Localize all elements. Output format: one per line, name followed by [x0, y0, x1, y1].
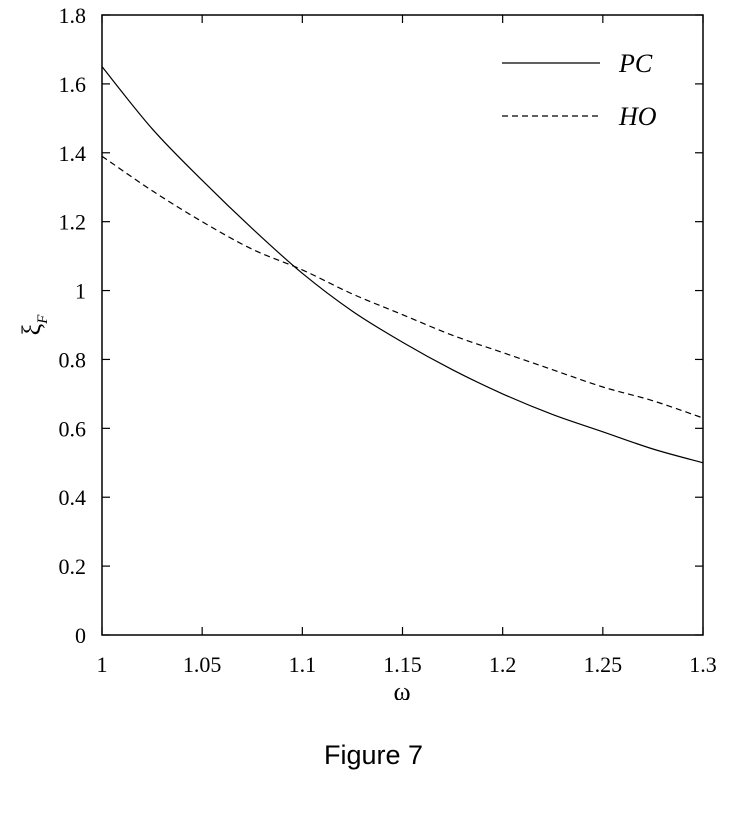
y-tick-label: 1.6: [59, 72, 87, 97]
y-tick-label: 1.8: [59, 3, 87, 28]
line-chart: 1 1.05 1.1 1.15 1.2 1.25 1.3 0 0.2 0.4 0.6 0.8 1 1.2 1…: [17, 3, 717, 700]
series-line-ho: [101, 155, 704, 419]
y-axis-label-subscript: F: [35, 314, 51, 325]
x-tick-label: 1.15: [383, 652, 422, 677]
legend-label-ho: HO: [618, 102, 657, 131]
x-tick-label: 1.05: [183, 652, 222, 677]
legend-label-pc: PC: [618, 49, 653, 78]
series-line-pc: [101, 66, 704, 464]
y-axis-label: ξF: [17, 314, 51, 336]
x-axis-label: ω: [393, 677, 410, 700]
ticks-layer: 1 1.05 1.1 1.15 1.2 1.25 1.3 0 0.2 0.4 0.6 0.8 1 1.2 1…: [59, 3, 717, 677]
y-tick-label: 0.6: [59, 416, 87, 441]
y-tick-label: 0.4: [59, 485, 87, 510]
y-tick-label: 0: [75, 623, 86, 648]
y-tick-label: 0.2: [59, 554, 87, 579]
x-tick-label: 1.3: [689, 652, 717, 677]
y-tick-label: 0.8: [59, 347, 87, 372]
x-tick-label: 1: [97, 652, 108, 677]
y-tick-label: 1: [75, 279, 86, 304]
y-tick-label: 1.2: [59, 210, 87, 235]
y-tick-label: 1.4: [59, 141, 87, 166]
x-tick-label: 1.25: [584, 652, 623, 677]
x-tick-label: 1.1: [289, 652, 317, 677]
series-layer: [101, 66, 704, 464]
y-axis-label-base: ξ: [17, 324, 46, 336]
x-tick-label: 1.2: [489, 652, 517, 677]
figure-caption: Figure 7: [323, 740, 424, 770]
legend: PC HO: [502, 49, 657, 131]
plot-frame: [101, 14, 704, 636]
